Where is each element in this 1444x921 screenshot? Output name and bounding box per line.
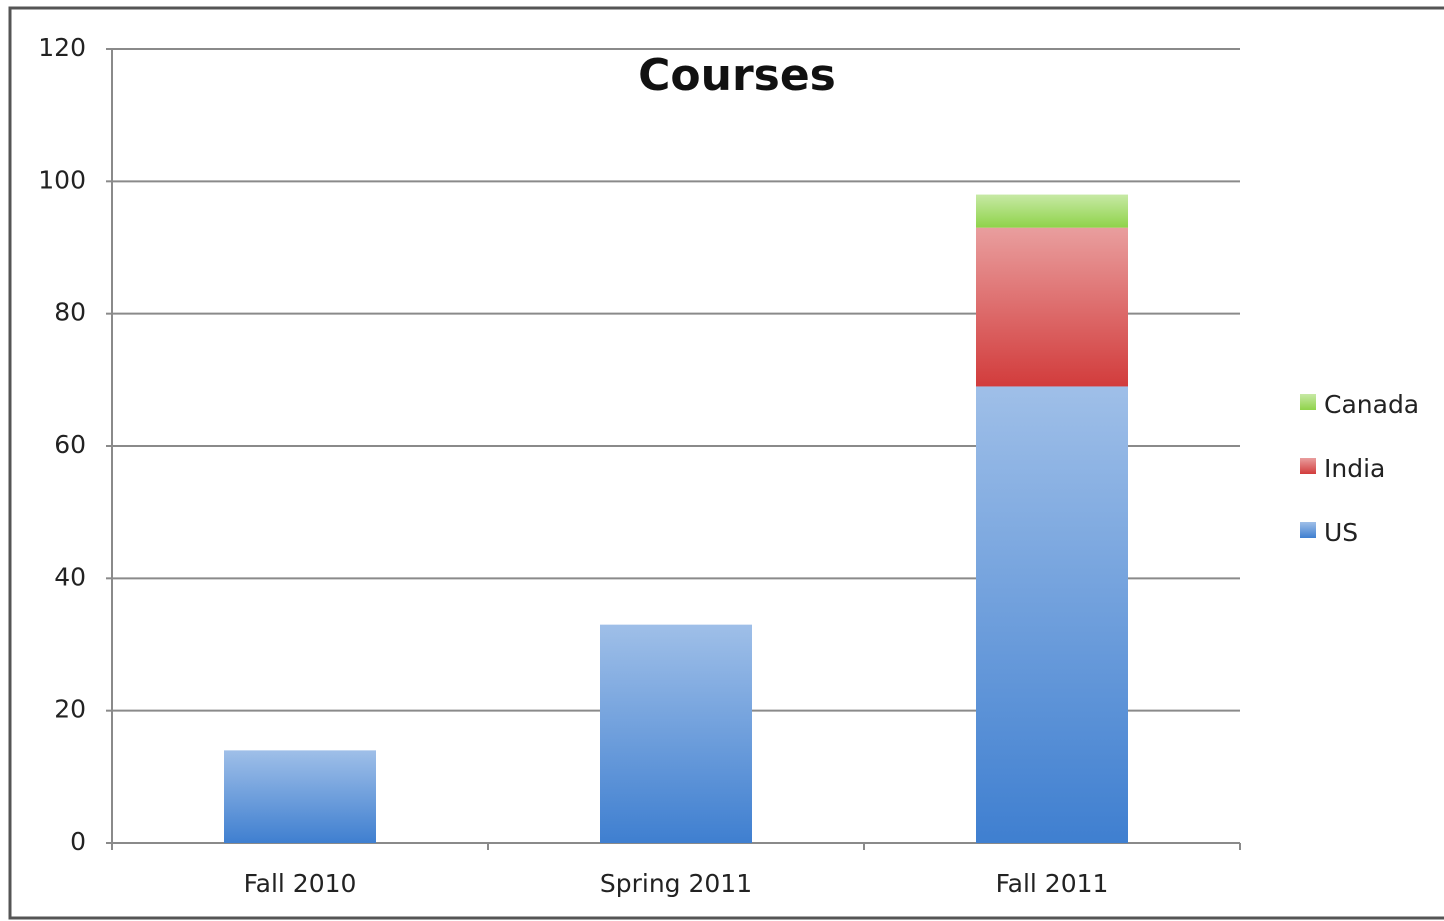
legend-swatch (1300, 458, 1316, 474)
bar-segment (600, 624, 752, 843)
y-tick-label: 20 (54, 695, 86, 724)
legend-label: India (1324, 454, 1385, 483)
legend-swatch (1300, 394, 1316, 410)
legend-label: US (1324, 518, 1358, 547)
x-tick-label: Fall 2010 (244, 869, 357, 898)
legend-swatch (1300, 522, 1316, 538)
x-tick-label: Fall 2011 (996, 869, 1109, 898)
y-tick-label: 100 (38, 165, 86, 194)
bar-segment (976, 386, 1128, 843)
bar-segment (224, 750, 376, 843)
bar-segment (976, 227, 1128, 387)
y-tick-label: 60 (54, 430, 86, 459)
y-tick-label: 120 (38, 33, 86, 62)
chart-title: Courses (638, 50, 836, 101)
y-tick-label: 0 (70, 827, 86, 856)
y-tick-label: 80 (54, 298, 86, 327)
y-tick-label: 40 (54, 562, 86, 591)
legend-label: Canada (1324, 390, 1419, 419)
x-tick-label: Spring 2011 (600, 869, 752, 898)
bar-segment (976, 194, 1128, 228)
